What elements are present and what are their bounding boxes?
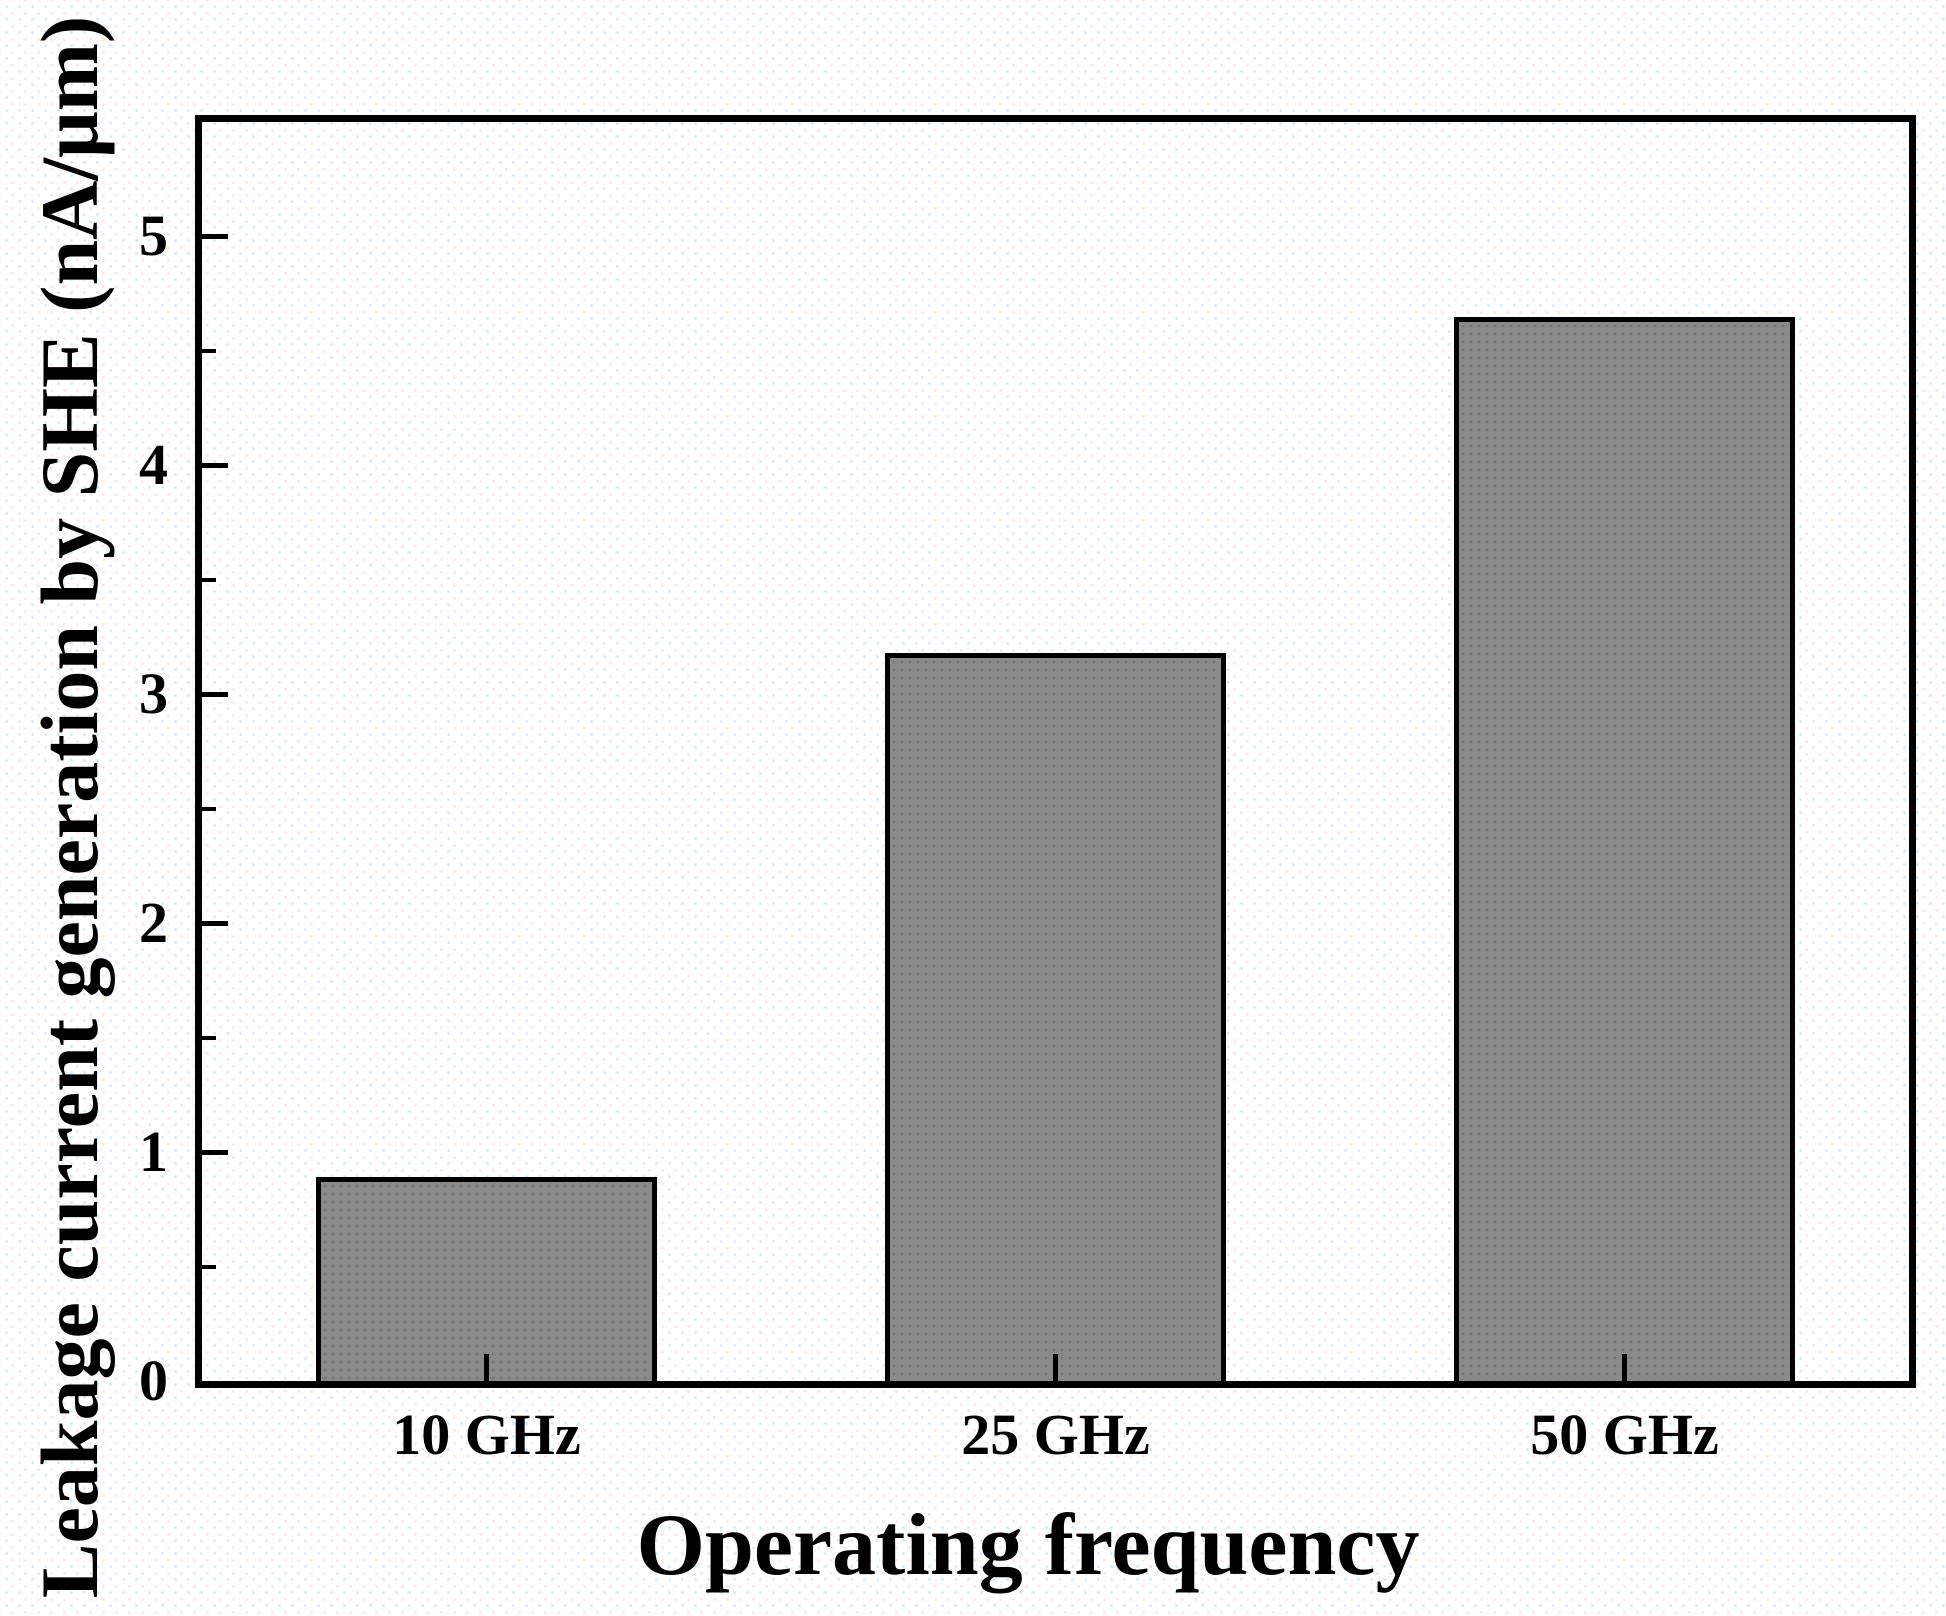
bar-50-ghz [1454, 317, 1795, 1381]
y-minor-tick [202, 1035, 216, 1040]
y-minor-tick [202, 348, 216, 353]
x-tick-label: 50 GHz [1530, 1402, 1719, 1467]
x-tick-label: 10 GHz [392, 1402, 581, 1467]
y-tick-label: 4 [139, 432, 168, 498]
bar-25-ghz [885, 653, 1226, 1381]
x-tick [1053, 1354, 1058, 1381]
x-tick-label: 25 GHz [961, 1402, 1150, 1467]
y-tick-label: 3 [139, 661, 168, 727]
y-tick-label: 0 [139, 1348, 168, 1413]
y-tick [202, 233, 228, 239]
bars-layer [202, 122, 1909, 1381]
x-axis-title: Operating frequency [636, 1497, 1420, 1594]
y-tick-label: 1 [139, 1119, 168, 1185]
y-tick [202, 920, 228, 926]
y-minor-tick [202, 806, 216, 811]
y-tick [202, 462, 228, 468]
plot-area [195, 115, 1916, 1388]
y-tick [202, 691, 228, 697]
y-tick-label: 5 [139, 203, 168, 269]
y-minor-tick [202, 577, 216, 582]
x-tick [1622, 1354, 1627, 1381]
y-tick [202, 1149, 228, 1155]
bar-10-ghz [316, 1177, 657, 1381]
x-tick [484, 1354, 489, 1381]
y-tick-label: 2 [139, 890, 168, 956]
y-minor-tick [202, 1264, 216, 1269]
